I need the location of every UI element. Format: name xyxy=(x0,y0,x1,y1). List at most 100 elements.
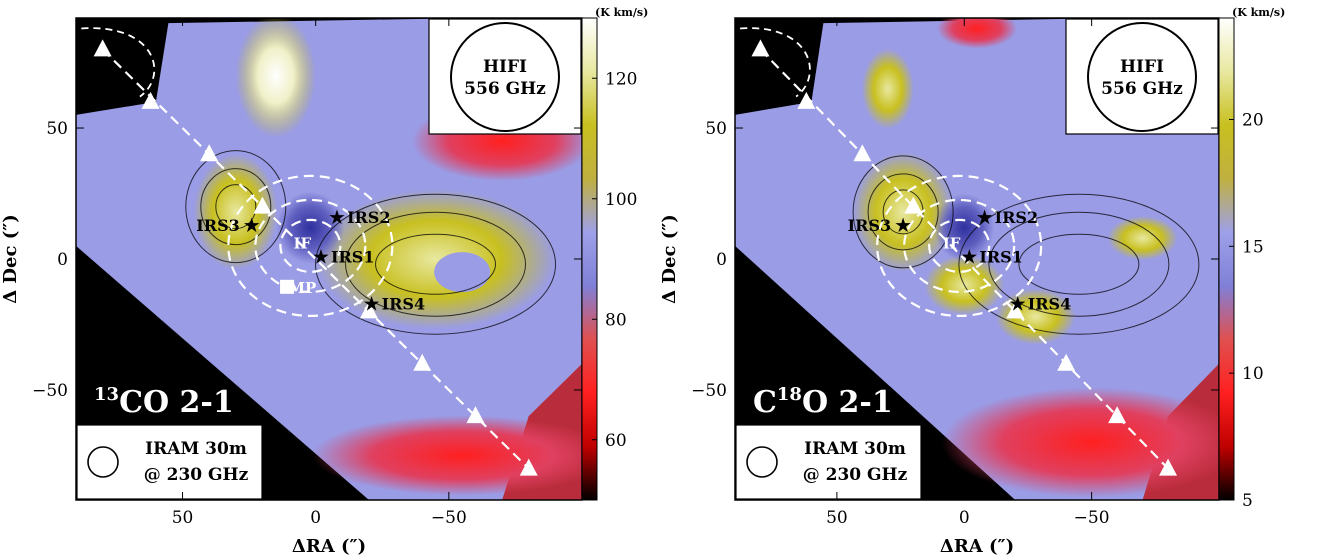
colorbar-tick-label: 15 xyxy=(1242,237,1264,257)
region-label: IF xyxy=(294,235,312,253)
source-star: ★ xyxy=(1009,292,1027,316)
hifi-box-frame xyxy=(428,18,582,135)
cavity xyxy=(434,252,491,293)
outflow-lobe xyxy=(740,27,811,98)
source-label: IRS2 xyxy=(347,208,390,227)
cut-marker xyxy=(853,144,872,162)
contour xyxy=(852,155,954,269)
region-label: MP xyxy=(288,279,316,297)
contour xyxy=(345,211,527,317)
beam-ring xyxy=(254,198,367,294)
source-star: ★ xyxy=(894,213,912,237)
source-star: ★ xyxy=(960,244,978,268)
iram-beam-circle xyxy=(746,446,778,478)
panel-label-rest: O 2-1 xyxy=(802,385,893,420)
panel-label-sup: 13 xyxy=(94,384,119,405)
source-label: IRS3 xyxy=(196,216,239,235)
x-tick-label: −50 xyxy=(431,508,467,528)
colorbar xyxy=(1218,17,1235,501)
peak-north xyxy=(235,18,316,138)
source-label: IRS4 xyxy=(1028,295,1071,314)
hifi-label: HIFI xyxy=(483,57,527,77)
panel-label: 13CO 2-1 xyxy=(94,384,234,420)
y-tick-label: −50 xyxy=(691,381,727,401)
source-label: IRS2 xyxy=(995,208,1038,227)
hifi-freq: 556 GHz xyxy=(464,79,546,99)
contour xyxy=(185,150,287,264)
x-tick-label: −50 xyxy=(1074,508,1110,528)
low-north xyxy=(937,18,1017,49)
colorbar-tick-label: 100 xyxy=(605,190,637,210)
source-label: IRS1 xyxy=(979,247,1022,266)
y-tick-label: 50 xyxy=(46,119,68,139)
iram-beam-box: IRAM 30m @ 230 GHz xyxy=(76,424,263,500)
cut-marker xyxy=(466,406,485,424)
colorbar-tick-label: 20 xyxy=(1242,110,1264,130)
source-label: IRS4 xyxy=(382,295,425,314)
beam-ring xyxy=(227,174,394,318)
peak-east xyxy=(1107,216,1178,261)
cut-marker xyxy=(1057,353,1076,371)
cut-marker xyxy=(1006,301,1025,319)
trough-irs1 xyxy=(934,193,995,262)
cut-marker xyxy=(797,91,816,109)
cut-marker xyxy=(93,39,112,57)
peak-north xyxy=(861,48,914,129)
cut-marker xyxy=(413,353,432,371)
hifi-freq: 556 GHz xyxy=(1101,79,1183,99)
contour xyxy=(1018,233,1140,295)
iram-box-frame xyxy=(735,424,922,500)
cut-line xyxy=(759,48,1169,470)
hifi-beam-rings xyxy=(876,174,1043,318)
contour xyxy=(200,168,272,246)
x-tick-label: 50 xyxy=(172,508,194,528)
contour xyxy=(988,211,1170,317)
cut-marker xyxy=(359,301,378,319)
contours xyxy=(852,155,1200,335)
hifi-beam-circle xyxy=(450,22,560,132)
beam-ring xyxy=(876,174,1043,318)
source-star: ★ xyxy=(312,244,330,268)
cut-marker xyxy=(253,196,272,214)
masked-corner-nw xyxy=(76,18,170,115)
source-label: IRS3 xyxy=(848,216,891,235)
iram-freq: @ 230 GHz xyxy=(144,465,249,485)
source-label: IRS1 xyxy=(331,247,374,266)
cut-marker xyxy=(200,144,219,162)
colorbar-tick-label: 5 xyxy=(1242,491,1253,511)
colorbar xyxy=(581,17,598,501)
y-axis-label: Δ Dec (″) xyxy=(659,214,680,304)
beam-ring xyxy=(279,218,342,274)
contour xyxy=(215,184,257,230)
colorbar-unit: (K km/s) xyxy=(595,6,648,19)
colorbar-tick-label: 60 xyxy=(605,431,627,451)
iram-label: IRAM 30m xyxy=(145,439,247,459)
x-axis-label: ΔRA (″) xyxy=(940,536,1014,557)
x-tick-label: 0 xyxy=(310,508,321,528)
x-tick-label: 50 xyxy=(826,508,848,528)
contour xyxy=(315,193,557,335)
outflow-lobe xyxy=(81,27,156,98)
y-tick-label: 50 xyxy=(705,119,727,139)
mp-marker xyxy=(280,279,295,294)
beam-ring xyxy=(928,218,991,274)
beam-ring xyxy=(903,198,1016,294)
colorbar-tick-label: 120 xyxy=(605,69,637,89)
iram-box-frame xyxy=(76,424,263,500)
x-tick-label: 0 xyxy=(959,508,970,528)
colorbar-tick-label: 10 xyxy=(1242,364,1264,384)
cut-marker xyxy=(904,196,923,214)
source-star: ★ xyxy=(976,205,994,229)
cut-marker xyxy=(1108,406,1127,424)
hifi-label: HIFI xyxy=(1120,57,1164,77)
x-axis-label: ΔRA (″) xyxy=(292,536,366,557)
source-star: ★ xyxy=(328,205,346,229)
hifi-beam-rings xyxy=(227,174,394,318)
hifi-beam-circle xyxy=(1087,22,1197,132)
panel-label-sup: 18 xyxy=(777,384,802,405)
low-south xyxy=(312,415,582,496)
iram-label: IRAM 30m xyxy=(804,439,906,459)
